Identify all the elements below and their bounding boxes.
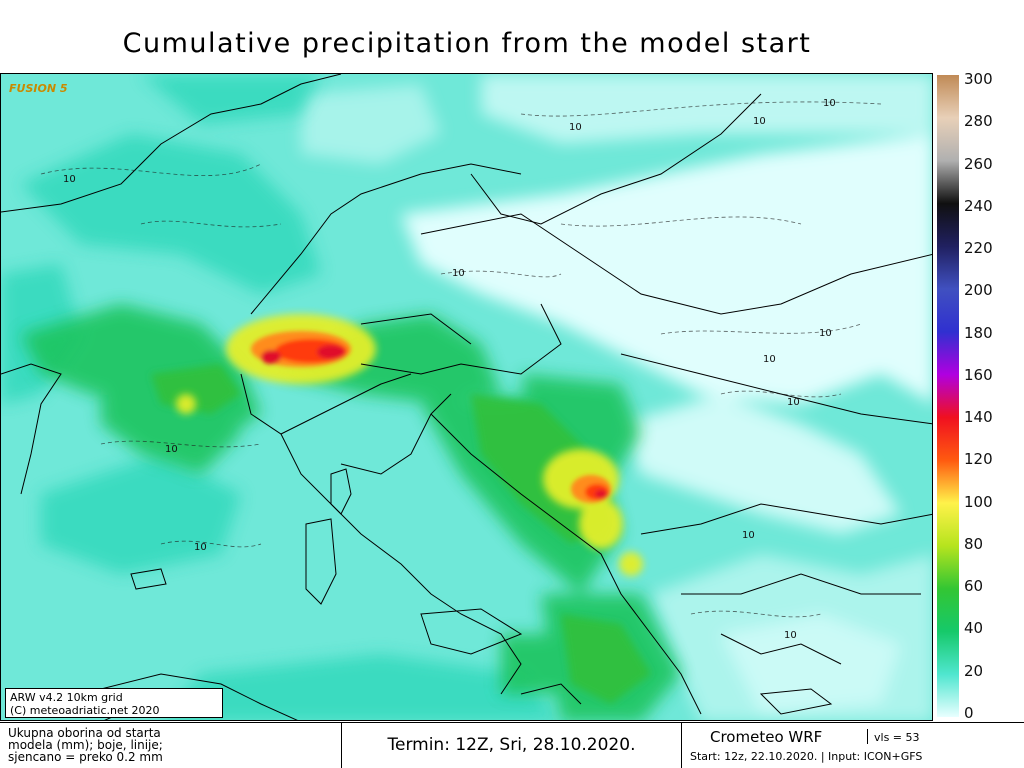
valid-time: Termin: 12Z, Sri, 28.10.2020. [342,723,682,768]
heavy-precip-cores [251,331,611,503]
colorbar-tick-label: 160 [964,365,993,384]
colorbar-tick-label: 0 [964,704,974,722]
brand-name: Crometeo WRF [710,728,823,746]
contour-label: 10 [823,98,836,109]
colorbar-tick-label: 300 [964,70,993,88]
colorbar-tick-label: 240 [964,196,993,215]
desc-line-2: modela (mm); boje, linije; [8,738,163,752]
contour-label: 10 [452,268,465,279]
contour-label: 10 [194,542,207,553]
colorbar-tick-label: 80 [964,534,984,553]
colorbar-tick-label: 120 [964,450,993,469]
desc-line-1: Ukupna oborina od starta [8,726,161,740]
contour-label: 10 [784,630,797,641]
model-info-box: ARW v4.2 10km grid (C) meteoadriatic.net… [5,688,223,718]
contour-label: 10 [763,354,776,365]
contour-label: 10 [753,116,766,127]
version-text: vls = 53 [874,731,920,744]
colorbar [937,75,959,717]
colorbar-tick-label: 140 [964,408,993,427]
footer: Ukupna oborina od starta modela (mm); bo… [0,722,1024,768]
contour-lines [40,101,882,618]
legend-description: Ukupna oborina od starta modela (mm); bo… [0,723,342,768]
watermark-logo: FUSION 5 [9,82,68,95]
colorbar-tick-label: 220 [964,239,993,258]
colorbar-tick-label: 200 [964,281,993,300]
contour-label: 10 [63,174,76,185]
model-grid-text: ARW v4.2 10km grid [10,691,123,704]
islands [130,468,833,715]
copyright-text: (C) meteoadriatic.net 2020 [10,704,160,717]
contour-label: 10 [569,122,582,133]
model-branding: Crometeo WRF vls = 53 Start: 12z, 22.10.… [682,723,1024,768]
map-canvas: 10 10 10 10 10 10 10 10 10 10 10 10 [1,74,932,720]
colorbar-tick-label: 180 [964,323,993,342]
precipitation-map[interactable]: 10 10 10 10 10 10 10 10 10 10 10 10 FUSI… [0,73,933,721]
low-precip-zones [301,74,932,720]
colorbar-tick-label: 280 [964,112,993,131]
colorbar-gradient [937,75,959,717]
contour-label: 10 [742,530,755,541]
contour-label: 10 [819,328,832,339]
start-input-text: Start: 12z, 22.10.2020. | Input: ICON+GF… [690,750,923,763]
version-separator [867,729,868,744]
colorbar-tick-label: 60 [964,577,984,596]
contour-label: 10 [787,397,800,408]
colorbar-tick-label: 40 [964,619,984,638]
colorbar-tick-label: 20 [964,661,984,680]
colorbar-tick-label: 260 [964,154,993,173]
map-title: Cumulative precipitation from the model … [122,28,812,59]
colorbar-tick-label: 100 [964,492,993,511]
desc-line-3: sjencano = preko 0.2 mm [8,750,163,764]
contour-labels: 10 10 10 10 10 10 10 10 10 10 10 10 [63,98,836,641]
contour-label: 10 [165,444,178,455]
colorbar-labels: 300 280 260 240 220 200 180 160 140 120 100 80 60 40 2… [962,70,1022,722]
